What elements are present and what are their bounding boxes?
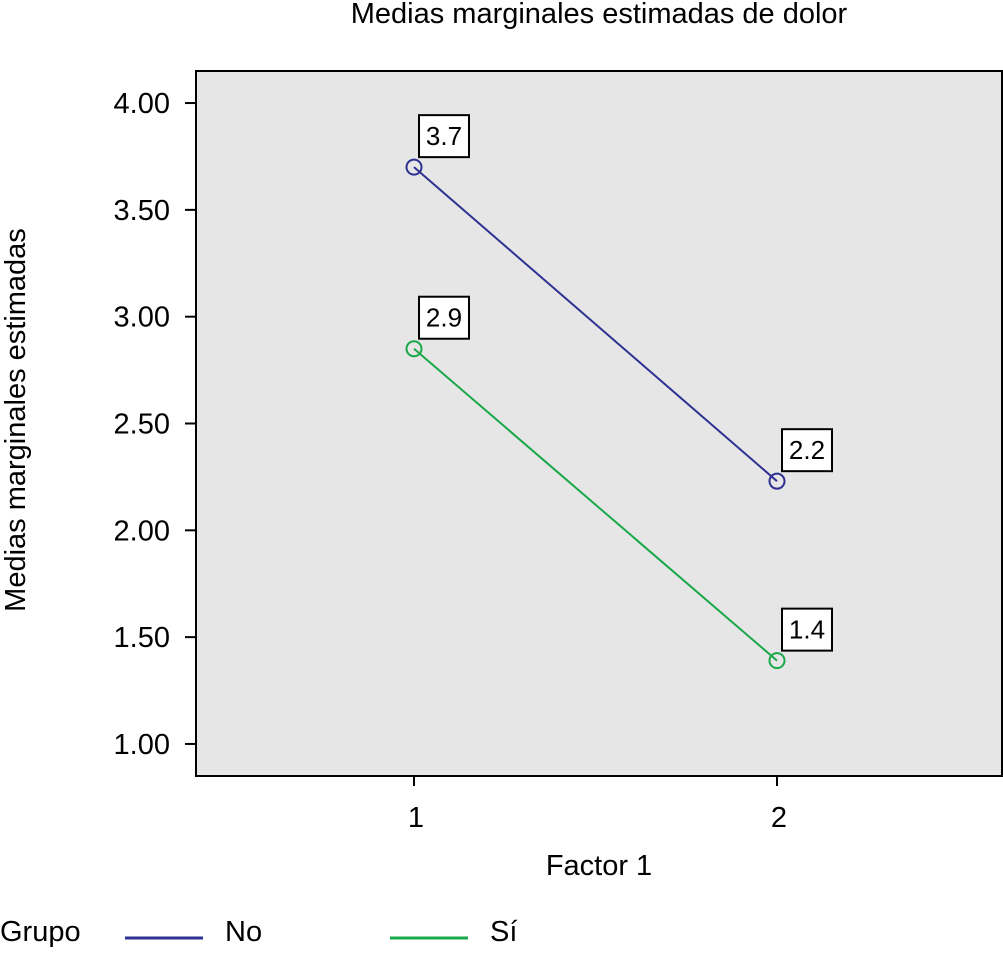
data-label: 2.2	[789, 435, 825, 465]
data-label: 2.9	[426, 303, 462, 333]
data-label-box	[418, 295, 470, 340]
data-point	[768, 472, 786, 490]
data-label-box	[418, 114, 470, 159]
data-point	[405, 158, 423, 176]
legend: Grupo No Sí	[0, 916, 517, 948]
data-point	[768, 652, 786, 670]
y-tick-label: 3.00	[114, 302, 170, 334]
x-axis-label: Factor 1	[546, 850, 652, 882]
y-tick-label: 1.50	[114, 622, 170, 654]
y-axis-label: Medias marginales estimadas	[0, 228, 32, 612]
y-axis: 1.00 1.50 2.00 2.50 3.00 3.50 4.00	[114, 88, 196, 761]
series-line	[413, 166, 778, 482]
legend-label: Sí	[490, 916, 517, 948]
legend-label: No	[225, 916, 262, 948]
legend-title: Grupo	[0, 916, 81, 948]
series-layer: 3.7 2.2 2.9 1.4	[405, 114, 833, 670]
data-label-box	[781, 428, 833, 473]
y-tick-label: 2.00	[114, 515, 170, 547]
chart-title: Medias marginales estimadas de dolor	[351, 0, 848, 30]
data-point	[405, 340, 423, 358]
y-tick-label: 2.50	[114, 409, 170, 441]
x-tick-label: 2	[771, 802, 787, 834]
series-line	[413, 347, 778, 662]
plot-area	[195, 70, 1003, 777]
data-label: 1.4	[789, 615, 825, 645]
x-tick-label: 1	[408, 802, 424, 834]
data-label-box	[781, 607, 833, 652]
data-label: 3.7	[426, 121, 462, 151]
y-tick-label: 4.00	[114, 88, 170, 120]
y-tick-label: 3.50	[114, 195, 170, 227]
y-tick-label: 1.00	[114, 729, 170, 761]
